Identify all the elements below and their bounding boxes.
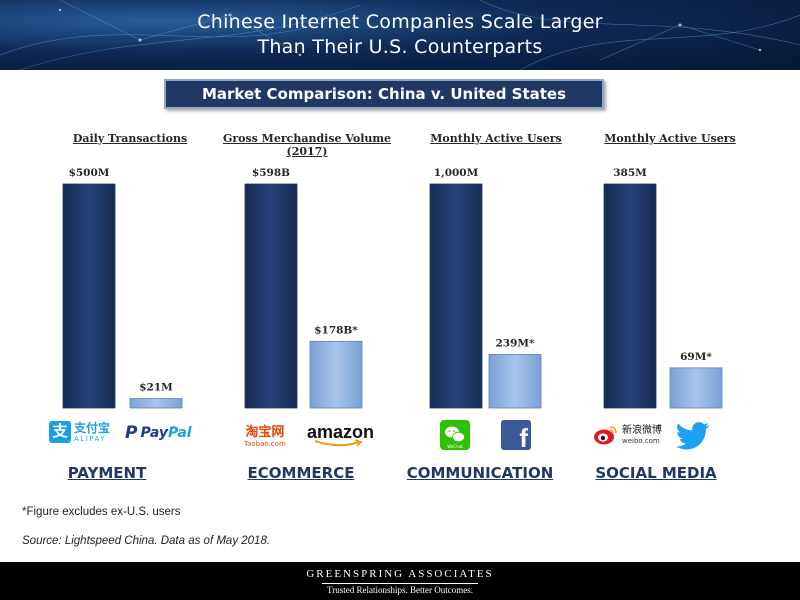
metric-title-communication: Monthly Active Users xyxy=(430,132,562,145)
sector-label-communication: COMMUNICATION xyxy=(406,464,554,482)
twitter-icon xyxy=(676,422,710,450)
sector-label-ecommerce: ECOMMERCE xyxy=(247,464,355,482)
amazon-smile-icon xyxy=(314,439,363,447)
paypal-text-pal: Pal xyxy=(167,425,192,441)
sector-label-payment: PAYMENT xyxy=(67,464,147,482)
bar-chart: $500M $21M $598B $178B* 1,000M 239M* 385M 69M* xyxy=(62,167,723,409)
bar-social-media-weibo xyxy=(603,183,657,409)
title-line-1: Chinese Internet Companies Scale Larger xyxy=(197,11,603,33)
taobao-cn-text: 淘宝网 xyxy=(245,425,285,440)
amazon-text: amazon xyxy=(307,422,375,442)
footnote: *Figure excludes ex-U.S. users xyxy=(22,506,181,518)
bar-ecommerce-amazon xyxy=(309,340,363,409)
bar-communication-facebook xyxy=(488,354,542,409)
amazon-icon: amazon xyxy=(307,422,375,447)
source-note: Source: Lightspeed China. Data as of May… xyxy=(22,535,271,547)
data-label-payment-china: $500M xyxy=(69,167,110,179)
sector-label-social-media: SOCIAL MEDIA xyxy=(595,464,717,482)
weibo-en-text: weibo.com xyxy=(622,437,660,445)
network-background-graphic xyxy=(0,0,800,70)
alipay-cn-text: 支付宝 xyxy=(74,420,111,435)
paypal-text-pay: Pay xyxy=(140,425,168,441)
data-label-communication-china: 1,000M xyxy=(434,167,479,179)
weibo-cn-text: 新浪微博 xyxy=(622,425,662,436)
chart-subtitle: Market Comparison: China v. United State… xyxy=(164,79,604,109)
bar-payment-paypal xyxy=(129,398,183,409)
paypal-icon: P PayPal xyxy=(125,423,192,443)
data-label-communication-us: 239M* xyxy=(495,337,535,349)
data-label-social-media-china: 385M xyxy=(613,167,647,179)
footer-tagline: Trusted Relationships. Better Outcomes. xyxy=(327,585,473,595)
data-label-payment-us: $21M xyxy=(139,382,173,394)
metric-title-social-media: Monthly Active Users xyxy=(604,132,736,145)
data-label-ecommerce-us: $178B* xyxy=(314,324,358,336)
wechat-label: WeChat xyxy=(447,444,463,449)
bar-communication-wechat xyxy=(429,183,483,409)
title-line-2: Than Their U.S. Counterparts xyxy=(257,36,543,58)
facebook-f-mark: f xyxy=(501,420,531,450)
data-label-ecommerce-china: $598B xyxy=(252,167,290,179)
footer-divider xyxy=(322,583,478,584)
footer-bar: GREENSPRING ASSOCIATES Trusted Relations… xyxy=(0,562,800,600)
bar-payment-alipay xyxy=(62,183,116,409)
weibo-icon: 新浪微博 weibo.com xyxy=(593,424,662,446)
header-banner: Chinese Internet Companies Scale Larger … xyxy=(0,0,800,70)
data-label-social-media-us: 69M* xyxy=(680,351,712,363)
facebook-icon: f xyxy=(501,420,531,450)
wechat-icon: WeChat xyxy=(440,420,470,450)
taobao-icon: 淘宝网 Taobao.com xyxy=(244,426,286,449)
paypal-p-mark: P xyxy=(125,423,138,443)
metric-title-payment: Daily Transactions xyxy=(72,132,188,145)
twitter-bird-mark xyxy=(676,422,710,450)
page-title: Chinese Internet Companies Scale Larger … xyxy=(0,10,800,60)
bar-ecommerce-taobaocom xyxy=(244,183,298,409)
wechat-mark: WeChat xyxy=(440,420,470,450)
bar-social-media-twitter xyxy=(669,367,723,409)
alipay-icon: 支 支付宝 ALIPAY xyxy=(49,421,110,443)
alipay-en-text: ALIPAY xyxy=(74,434,107,443)
taobao-en-text: Taobao.com xyxy=(244,440,286,448)
weibo-eye-mark xyxy=(594,426,617,445)
alipay-mark: 支 xyxy=(49,421,71,443)
amazon-wordmark: amazon xyxy=(307,422,375,447)
footer-company-name: GREENSPRING ASSOCIATES xyxy=(306,568,494,580)
metric-title-ecommerce: Gross Merchandise Volume (2017) xyxy=(222,132,392,158)
